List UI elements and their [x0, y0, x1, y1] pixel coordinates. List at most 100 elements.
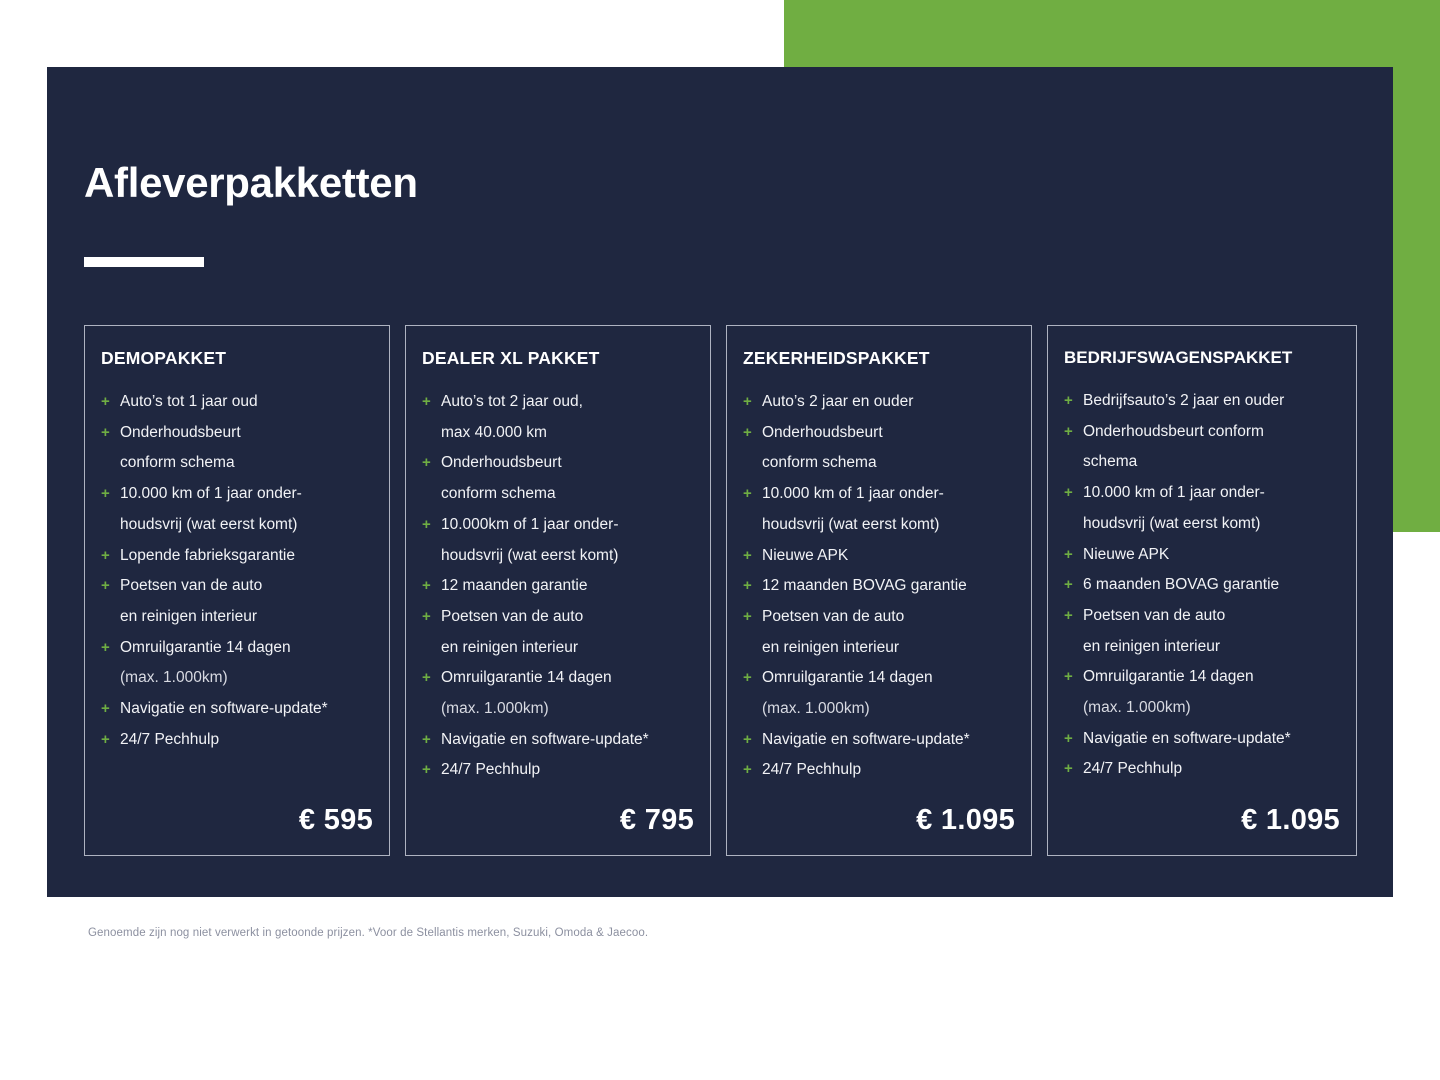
feature-item: + Navigatie en software-update* — [1064, 724, 1340, 755]
plus-icon: + — [422, 761, 431, 779]
feature-item: + 10.000km of 1 jaar onder- houdsvrij (w… — [422, 510, 694, 571]
feature-list: + Bedrijfsauto’s 2 jaar en ouder + Onder… — [1064, 386, 1340, 785]
package-cards-row: DEMOPAKKET + Auto’s tot 1 jaar oud + Ond… — [84, 325, 1357, 857]
plus-icon: + — [422, 454, 431, 472]
feature-item: + Onderhoudsbeurt conform schema — [101, 418, 373, 479]
plus-icon: + — [743, 546, 752, 564]
plus-icon: + — [743, 761, 752, 779]
plus-icon: + — [1064, 545, 1073, 563]
plus-icon: + — [101, 393, 110, 410]
feature-text: Nieuwe APK — [1083, 545, 1170, 563]
plus-icon: + — [101, 700, 110, 718]
plus-icon: + — [101, 546, 110, 564]
package-card-bedrijfswagenspakket[interactable]: BEDRIJFSWAGENSPAKKET + Bedrijfsauto’s 2 … — [1047, 325, 1357, 857]
plus-icon: + — [422, 607, 431, 625]
footnote-text: Genoemde zijn nog niet verwerkt in getoo… — [88, 927, 649, 939]
package-title: DEMOPAKKET — [101, 348, 227, 368]
packages-panel: Afleverpakketten DEMOPAKKET + Auto’s tot… — [47, 67, 1393, 897]
feature-text-cont: (max. 1.000km) — [1083, 699, 1191, 717]
feature-item: + 6 maanden BOVAG garantie — [1064, 570, 1340, 601]
feature-item: + Poetsen van de auto en reinigen interi… — [422, 602, 694, 663]
plus-icon: + — [1064, 760, 1073, 778]
feature-text: Lopende fabrieksgarantie — [120, 546, 295, 564]
feature-text-cont: conform schema — [762, 454, 877, 472]
feature-item: + Auto’s 2 jaar en ouder — [743, 387, 1015, 418]
plus-icon: + — [743, 669, 752, 687]
feature-text-cont: en reinigen interieur — [441, 638, 579, 656]
feature-item: + Auto’s tot 2 jaar oud, max 40.000 km — [422, 387, 694, 448]
plus-icon: + — [422, 515, 431, 533]
feature-text-cont: houdsvrij (wat eerst komt) — [441, 546, 619, 564]
feature-text: 12 maanden garantie — [441, 577, 588, 595]
plus-icon: + — [422, 577, 431, 595]
feature-text: Navigatie en software-update* — [441, 730, 649, 748]
feature-item: + 12 maanden garantie — [422, 571, 694, 602]
package-card-dealer-xl-pakket[interactable]: DEALER XL PAKKET + Auto’s tot 2 jaar oud… — [405, 325, 711, 857]
title-underline-rule — [84, 257, 204, 267]
plus-icon: + — [1064, 729, 1073, 747]
feature-item: + Poetsen van de auto en reinigen interi… — [743, 602, 1015, 663]
feature-item: + 24/7 Pechhulp — [422, 755, 694, 786]
feature-text: 24/7 Pechhulp — [120, 730, 220, 748]
feature-item: + 24/7 Pechhulp — [743, 755, 1015, 786]
feature-item: + Lopende fabrieksgarantie — [101, 541, 373, 572]
feature-text: 10.000 km of 1 jaar onder- — [762, 485, 944, 503]
feature-text: Poetsen van de auto — [762, 607, 905, 625]
package-title: BEDRIJFSWAGENSPAKKET — [1064, 348, 1293, 367]
feature-item: + Auto’s tot 1 jaar oud — [101, 387, 373, 418]
feature-item: + 10.000 km of 1 jaar onder- houdsvrij (… — [101, 479, 373, 540]
plus-icon: + — [743, 730, 752, 748]
feature-text: 12 maanden BOVAG garantie — [762, 577, 967, 595]
plus-icon: + — [422, 669, 431, 687]
package-card-demopakket[interactable]: DEMOPAKKET + Auto’s tot 1 jaar oud + Ond… — [84, 325, 390, 857]
feature-item: + Poetsen van de auto en reinigen interi… — [101, 571, 373, 632]
feature-text: 10.000 km of 1 jaar onder- — [120, 485, 302, 503]
plus-icon: + — [101, 638, 110, 656]
feature-text: 24/7 Pechhulp — [441, 761, 541, 779]
feature-item: + Nieuwe APK — [743, 541, 1015, 572]
plus-icon: + — [1064, 606, 1073, 624]
feature-text: Poetsen van de auto — [1083, 606, 1226, 624]
plus-icon: + — [743, 577, 752, 595]
feature-item: + Nieuwe APK — [1064, 540, 1340, 571]
feature-text-cont: (max. 1.000km) — [120, 669, 228, 687]
feature-text: Omruilgarantie 14 dagen — [762, 669, 933, 687]
feature-text-cont: schema — [1083, 453, 1138, 471]
feature-text-cont: conform schema — [120, 454, 235, 472]
plus-icon: + — [101, 423, 110, 441]
feature-list: + Auto’s 2 jaar en ouder + Onderhoudsbeu… — [743, 387, 1015, 786]
feature-text: Nieuwe APK — [762, 546, 849, 564]
package-price: € 795 — [619, 804, 694, 837]
feature-item: + Omruilgarantie 14 dagen (max. 1.000km) — [1064, 662, 1340, 723]
plus-icon: + — [1064, 576, 1073, 594]
feature-text: 24/7 Pechhulp — [1083, 760, 1183, 778]
feature-item: + Omruilgarantie 14 dagen (max. 1.000km) — [743, 663, 1015, 724]
feature-item: + Onderhoudsbeurt conform schema — [743, 418, 1015, 479]
feature-text: Auto’s 2 jaar en ouder — [762, 393, 914, 410]
plus-icon: + — [101, 577, 110, 595]
feature-text: Omruilgarantie 14 dagen — [120, 638, 291, 656]
feature-text: 24/7 Pechhulp — [762, 761, 862, 779]
feature-item: + Navigatie en software-update* — [101, 694, 373, 725]
feature-text: 10.000 km of 1 jaar onder- — [1083, 484, 1265, 502]
feature-item: + Poetsen van de auto en reinigen interi… — [1064, 601, 1340, 662]
package-title: ZEKERHEIDSPAKKET — [743, 348, 930, 368]
feature-list: + Auto’s tot 2 jaar oud, max 40.000 km +… — [422, 387, 694, 786]
feature-text: Onderhoudsbeurt — [762, 423, 883, 441]
plus-icon: + — [743, 485, 752, 503]
feature-text: Omruilgarantie 14 dagen — [441, 669, 612, 687]
plus-icon: + — [743, 423, 752, 441]
page-title: Afleverpakketten — [84, 159, 418, 206]
package-card-zekerheidspakket[interactable]: ZEKERHEIDSPAKKET + Auto’s 2 jaar en oude… — [726, 325, 1032, 857]
feature-item: + Omruilgarantie 14 dagen (max. 1.000km) — [101, 633, 373, 694]
feature-text: Onderhoudsbeurt — [441, 454, 562, 472]
feature-text: Onderhoudsbeurt — [120, 423, 241, 441]
feature-item: + 24/7 Pechhulp — [1064, 754, 1340, 785]
feature-text-cont: (max. 1.000km) — [441, 700, 549, 718]
feature-text-cont: houdsvrij (wat eerst komt) — [1083, 514, 1261, 532]
feature-item: + Onderhoudsbeurt conform schema — [422, 448, 694, 509]
feature-text-cont: en reinigen interieur — [762, 638, 900, 656]
feature-text-cont: en reinigen interieur — [120, 607, 258, 625]
plus-icon: + — [743, 393, 752, 410]
panel-header: Afleverpakketten — [84, 162, 418, 267]
